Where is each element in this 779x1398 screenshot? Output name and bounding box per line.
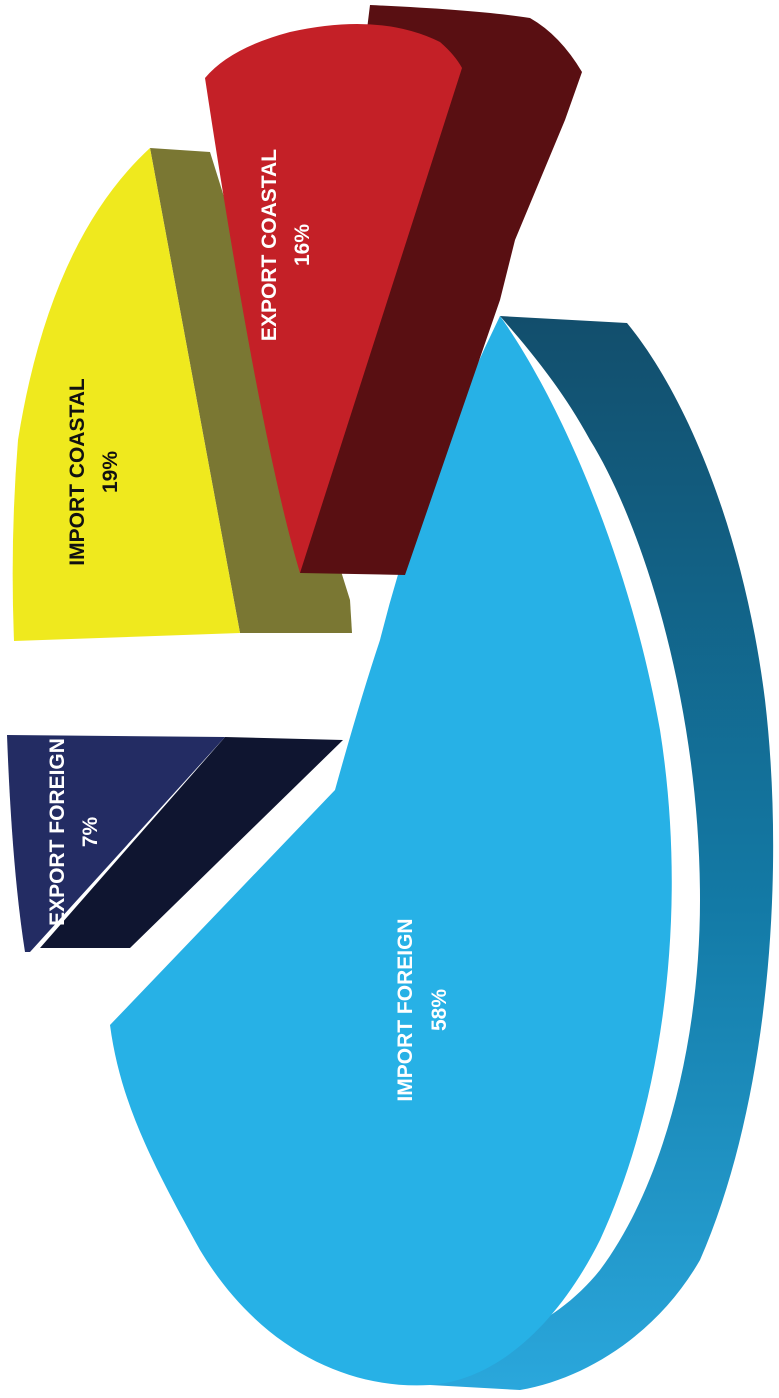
slice-import-coastal-value: 19% <box>99 451 122 493</box>
slice-import-foreign: IMPORT FOREIGN 58% <box>110 316 774 1390</box>
slice-export-foreign-label: EXPORT FOREIGN <box>46 738 69 926</box>
slice-import-foreign-side <box>420 316 774 1390</box>
slice-import-foreign-value: 58% <box>428 989 451 1031</box>
slice-import-coastal-label: IMPORT COASTAL <box>66 378 89 566</box>
slice-export-coastal-value: 16% <box>291 224 314 266</box>
slice-export-coastal-top <box>205 24 462 573</box>
slice-import-coastal-top <box>12 148 240 641</box>
slice-export-coastal: EXPORT COASTAL 16% <box>205 5 582 575</box>
slice-import-foreign-label: IMPORT FOREIGN <box>394 918 417 1101</box>
slice-export-foreign-top <box>7 735 225 952</box>
slice-export-foreign-side <box>40 737 343 948</box>
slice-export-coastal-label: EXPORT COASTAL <box>258 149 281 341</box>
slice-export-foreign-value: 7% <box>79 817 102 848</box>
slice-export-foreign: EXPORT FOREIGN 7% <box>7 735 343 952</box>
slice-import-foreign-top <box>110 316 672 1386</box>
